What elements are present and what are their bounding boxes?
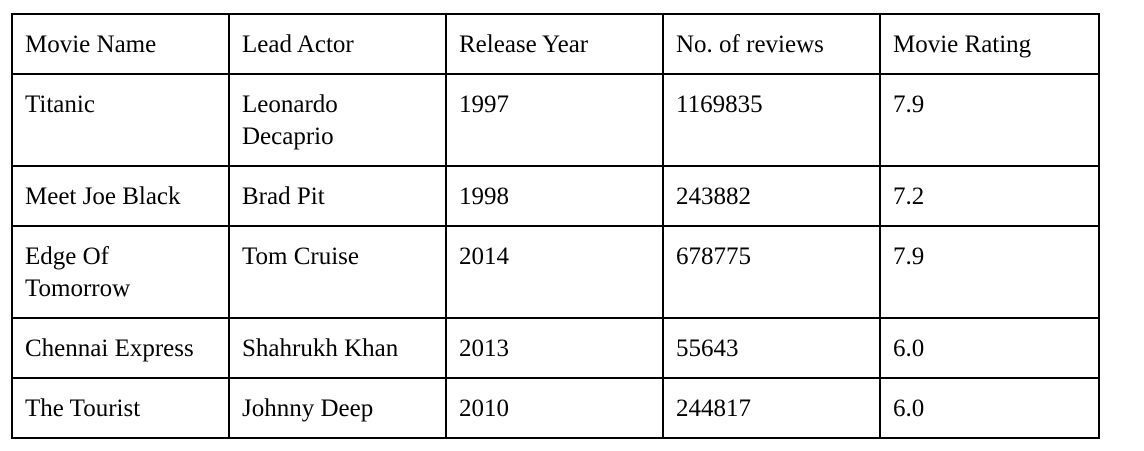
cell-release-year: 2013 — [445, 317, 664, 379]
cell-movie-rating: 6.0 — [879, 377, 1100, 439]
cell-release-year: 1998 — [445, 165, 664, 227]
movies-table: Movie Name Lead Actor Release Year No. o… — [11, 13, 1100, 439]
cell-movie-name: Titanic — [11, 73, 230, 167]
table-row: Edge Of Tomorrow Tom Cruise 2014 678775 … — [11, 225, 1100, 319]
table-row: Meet Joe Black Brad Pit 1998 243882 7.2 — [11, 165, 1100, 227]
cell-lead-actor: Johnny Deep — [228, 377, 447, 439]
cell-lead-actor: Tom Cruise — [228, 225, 447, 319]
cell-release-year: 1997 — [445, 73, 664, 167]
cell-no-of-reviews: 1169835 — [662, 73, 881, 167]
cell-no-of-reviews: 244817 — [662, 377, 881, 439]
cell-lead-actor: Shahrukh Khan — [228, 317, 447, 379]
cell-movie-name: The Tourist — [11, 377, 230, 439]
table-row: The Tourist Johnny Deep 2010 244817 6.0 — [11, 377, 1100, 439]
table-row: Titanic Leonardo Decaprio 1997 1169835 7… — [11, 73, 1100, 167]
cell-release-year: 2014 — [445, 225, 664, 319]
cell-movie-name: Edge Of Tomorrow — [11, 225, 230, 319]
cell-release-year: 2010 — [445, 377, 664, 439]
cell-movie-rating: 7.9 — [879, 225, 1100, 319]
header-movie-rating: Movie Rating — [879, 13, 1100, 75]
table-header-row: Movie Name Lead Actor Release Year No. o… — [11, 13, 1100, 75]
cell-no-of-reviews: 678775 — [662, 225, 881, 319]
cell-movie-name: Meet Joe Black — [11, 165, 230, 227]
header-movie-name: Movie Name — [11, 13, 230, 75]
cell-lead-actor: Leonardo Decaprio — [228, 73, 447, 167]
table-row: Chennai Express Shahrukh Khan 2013 55643… — [11, 317, 1100, 379]
cell-movie-rating: 7.9 — [879, 73, 1100, 167]
cell-movie-rating: 7.2 — [879, 165, 1100, 227]
cell-no-of-reviews: 55643 — [662, 317, 881, 379]
header-lead-actor: Lead Actor — [228, 13, 447, 75]
cell-movie-rating: 6.0 — [879, 317, 1100, 379]
cell-no-of-reviews: 243882 — [662, 165, 881, 227]
header-no-of-reviews: No. of reviews — [662, 13, 881, 75]
header-release-year: Release Year — [445, 13, 664, 75]
cell-lead-actor: Brad Pit — [228, 165, 447, 227]
cell-movie-name: Chennai Express — [11, 317, 230, 379]
